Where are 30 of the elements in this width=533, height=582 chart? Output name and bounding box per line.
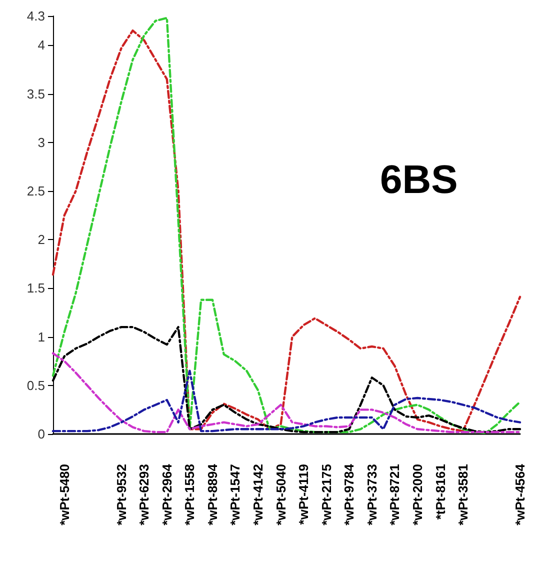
annotation: 6BS	[380, 158, 458, 202]
x-tick-label: *tPt-8161	[432, 464, 448, 520]
y-tick-label: 2.5	[26, 183, 45, 198]
x-tick-label: *wPt-9532	[114, 464, 129, 526]
x-tick-label: *wPt-9784	[342, 463, 357, 526]
y-tick-label: 1	[38, 329, 45, 344]
y-tick-label: 1.5	[26, 280, 45, 296]
y-tick-label: 3	[38, 134, 45, 150]
x-tick-label: *wPt-2000	[410, 464, 425, 526]
x-tick-label: *wPt-1547	[228, 464, 243, 526]
y-tick-label: 0.5	[26, 378, 45, 393]
y-tick-label: 0	[38, 426, 45, 442]
x-tick-label: *wPt-5480	[56, 464, 72, 526]
x-tick-label: *wPt-4564	[512, 463, 528, 526]
x-tick-label: *wPt-1558	[182, 464, 198, 526]
x-tick-label: *wPt-3733	[364, 464, 380, 526]
y-tick-label: 4	[38, 38, 45, 53]
y-tick-label: 4.3	[26, 8, 45, 24]
x-tick-label: *wPt-2175	[318, 464, 334, 526]
x-tick-label: *wPt-8721	[387, 464, 402, 526]
x-tick-label: *wPt-3581	[456, 464, 471, 526]
x-tick-label: *wPt-6293	[136, 464, 152, 526]
y-tick-label: 2	[38, 232, 45, 248]
x-tick-label: *wPt-2964	[159, 463, 174, 526]
x-tick-label: *wPt-4119	[296, 464, 312, 525]
x-tick-label: *wPt-8894	[204, 463, 220, 526]
line-series	[52, 370, 522, 432]
x-tick-label: *wPt-5040	[273, 464, 288, 526]
y-tick-label: 3.5	[26, 86, 45, 102]
x-tick-label: *wPt-4142	[250, 464, 266, 526]
